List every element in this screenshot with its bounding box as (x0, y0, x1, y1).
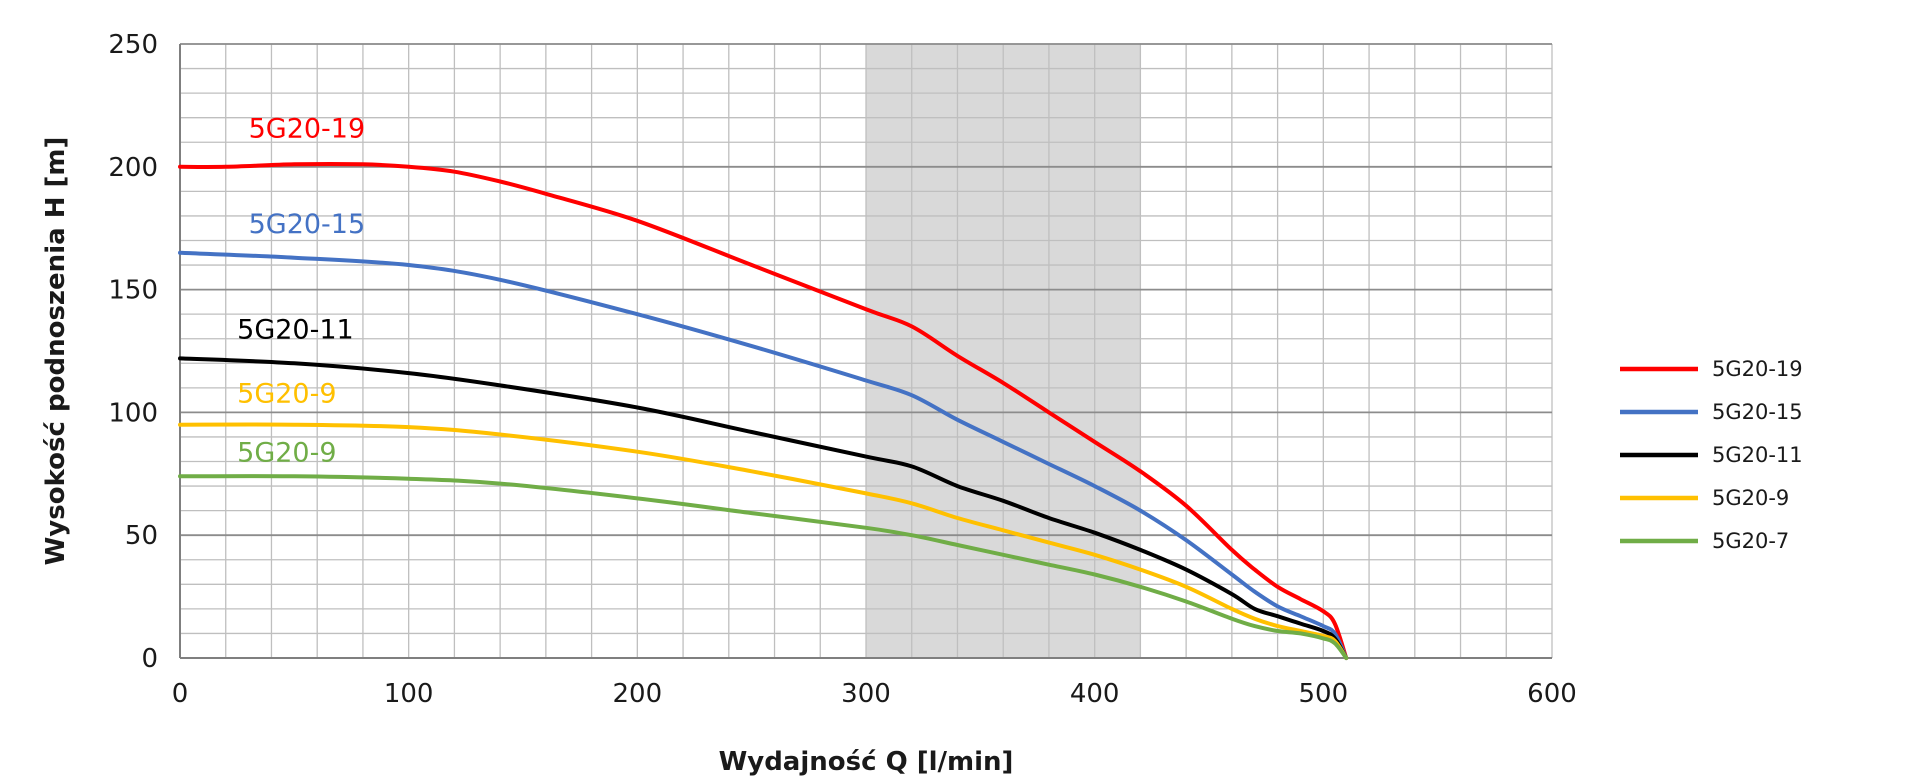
y-tick-label: 250 (108, 30, 158, 60)
x-tick-label: 0 (172, 679, 189, 709)
x-tick-label: 400 (1070, 679, 1120, 709)
legend-label: 5G20-15 (1712, 400, 1803, 424)
series-line-5g20-19 (178, 162, 1349, 660)
x-tick-label: 100 (384, 679, 434, 709)
y-tick-label: 100 (108, 398, 158, 428)
legend-label: 5G20-11 (1712, 443, 1803, 467)
curve-annotations: 5G20-19 5G20-15 5G20-11 5G20-9 5G20-9 (237, 113, 365, 468)
curve-label: 5G20-9 (237, 438, 336, 469)
y-tick-label: 200 (108, 153, 158, 183)
legend-label: 5G20-7 (1712, 529, 1789, 553)
series-lines (178, 162, 1349, 660)
curve-label: 5G20-19 (249, 113, 366, 144)
series-line-5g20-15 (178, 250, 1349, 660)
chart-axes (179, 44, 1552, 659)
tick-labels: 0 100 200 300 400 500 600 0 50 100 150 200 250 (108, 30, 1576, 709)
curve-label: 5G20-11 (237, 315, 354, 346)
legend-label: 5G20-19 (1712, 357, 1803, 381)
series-line-5g20-9 (178, 422, 1349, 660)
legend: 5G20-19 5G20-15 5G20-11 5G20-9 5G20-7 (1620, 357, 1803, 553)
curve-label: 5G20-9 (237, 379, 336, 410)
series-line-5g20-7 (178, 474, 1349, 660)
x-axis-title: Wydajność Q [l/min] (719, 747, 1014, 777)
series-line-5g20-11 (178, 356, 1349, 660)
y-axis-title: Wysokość podnoszenia H [m] (41, 137, 71, 566)
curve-label: 5G20-15 (249, 209, 366, 240)
y-tick-label: 150 (108, 276, 158, 306)
grid-lines (179, 43, 1553, 659)
x-tick-label: 300 (841, 679, 891, 709)
y-tick-label: 50 (125, 521, 158, 551)
y-tick-label: 0 (141, 644, 158, 674)
x-tick-label: 600 (1527, 679, 1577, 709)
legend-label: 5G20-9 (1712, 486, 1789, 510)
x-tick-label: 200 (613, 679, 663, 709)
x-tick-label: 500 (1299, 679, 1349, 709)
